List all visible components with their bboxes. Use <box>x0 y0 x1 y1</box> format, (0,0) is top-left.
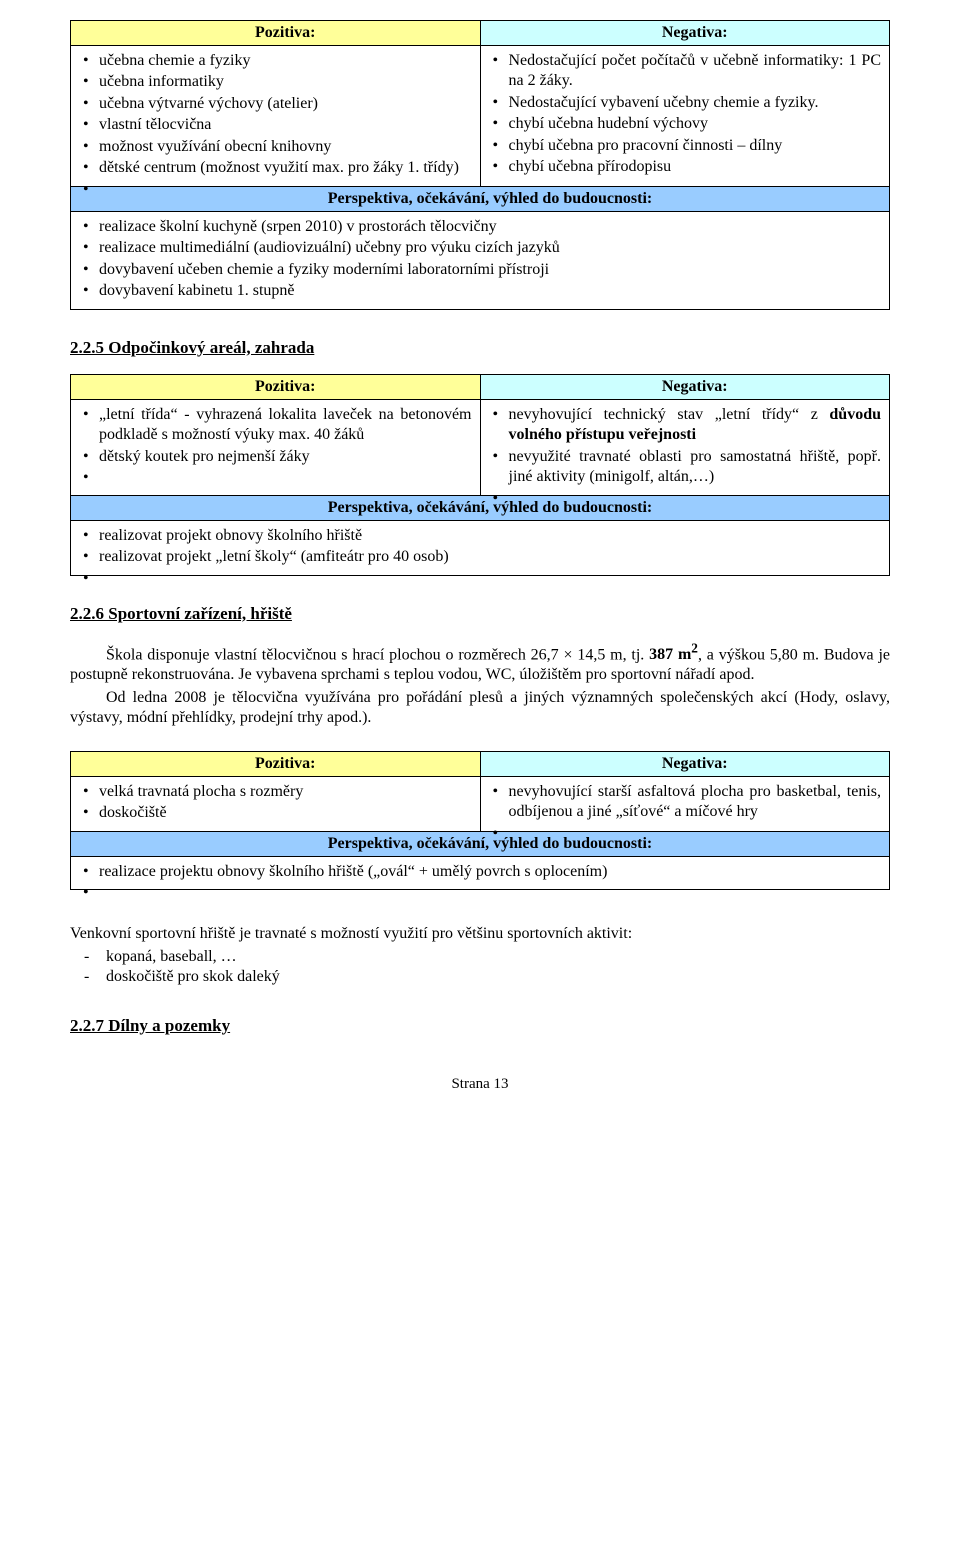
list-item: dětské centrum (možnost využití max. pro… <box>79 158 472 178</box>
pozitiva-cell: učebna chemie a fyziky učebna informatik… <box>71 46 481 187</box>
section-heading-225: 2.2.5 Odpočinkový areál, zahrada <box>70 338 890 358</box>
pozitiva-cell: velká travnatá plocha s rozměry doskočiš… <box>71 776 481 831</box>
list-item: Nedostačující počet počítačů v učebně in… <box>489 51 882 92</box>
negativa-label: Negativa: <box>662 24 728 41</box>
list-item: chybí učebna přírodopisu <box>489 157 882 177</box>
list-item: možnost využívání obecní knihovny <box>79 137 472 157</box>
swot-table-3: Pozitiva: Negativa: velká travnatá ploch… <box>70 751 890 890</box>
negativa-header: Negativa: <box>480 374 890 399</box>
list-item: dovybavení kabinetu 1. stupně <box>79 281 881 301</box>
list-item: velká travnatá plocha s rozměry <box>79 782 472 802</box>
list-item: realizace projektu obnovy školního hřišt… <box>79 862 881 882</box>
list-item: učebna chemie a fyziky <box>79 51 472 71</box>
perspektiva-cell: realizovat projekt obnovy školního hřišt… <box>71 520 890 575</box>
negativa-cell: Nedostačující počet počítačů v učebně in… <box>480 46 890 187</box>
outro-list: kopaná, baseball, … doskočiště pro skok … <box>70 947 890 989</box>
list-item: učebna informatiky <box>79 72 472 92</box>
perspektiva-label: Perspektiva, očekávání, výhled do budouc… <box>328 190 652 207</box>
list-item: realizace školní kuchyně (srpen 2010) v … <box>79 217 881 237</box>
outro-block: Venkovní sportovní hřiště je travnaté s … <box>70 924 890 988</box>
negativa-cell: nevyhovující starší asfaltová plocha pro… <box>480 776 890 831</box>
list-item: realizovat projekt „letní školy“ (amfite… <box>79 547 881 567</box>
perspektiva-list: realizovat projekt obnovy školního hřišt… <box>79 526 881 568</box>
section-heading-227: 2.2.7 Dílny a pozemky <box>70 1016 890 1036</box>
negativa-header: Negativa: <box>480 21 890 46</box>
outro-lead: Venkovní sportovní hřiště je travnaté s … <box>70 924 890 944</box>
paragraph: Škola disponuje vlastní tělocvičnou s hr… <box>70 640 890 686</box>
perspektiva-list: realizace projektu obnovy školního hřišt… <box>79 862 881 882</box>
list-item: doskočiště <box>79 803 472 823</box>
list-item: Nedostačující vybavení učebny chemie a f… <box>489 93 882 113</box>
list-item: chybí učebna pro pracovní činnosti – díl… <box>489 136 882 156</box>
list-item: chybí učebna hudební výchovy <box>489 114 882 134</box>
footer-label: Strana <box>451 1076 489 1092</box>
list-item: dětský koutek pro nejmenší žáky <box>79 447 472 467</box>
list-item: učebna výtvarné výchovy (atelier) <box>79 94 472 114</box>
paragraph: Od ledna 2008 je tělocvična využívána pr… <box>70 688 890 729</box>
list-item: realizovat projekt obnovy školního hřišt… <box>79 526 881 546</box>
perspektiva-header: Perspektiva, očekávání, výhled do budouc… <box>71 831 890 856</box>
pozitiva-label: Pozitiva: <box>255 24 315 41</box>
list-item: „letní třída“ - vyhrazená lokalita laveč… <box>79 405 472 446</box>
list-item: realizace multimediální (audiovizuální) … <box>79 238 881 258</box>
swot-table-2: Pozitiva: Negativa: „letní třída“ - vyhr… <box>70 374 890 576</box>
perspektiva-list: realizace školní kuchyně (srpen 2010) v … <box>79 217 881 302</box>
pozitiva-list: „letní třída“ - vyhrazená lokalita laveč… <box>79 405 472 467</box>
section-heading-226: 2.2.6 Sportovní zařízení, hřiště <box>70 604 890 624</box>
pozitiva-list: velká travnatá plocha s rozměry doskočiš… <box>79 782 472 824</box>
pozitiva-cell: „letní třída“ - vyhrazená lokalita laveč… <box>71 399 481 495</box>
negativa-list: Nedostačující počet počítačů v učebně in… <box>489 51 882 178</box>
pozitiva-header: Pozitiva: <box>71 751 481 776</box>
negativa-list: nevyhovující technický stav „letní třídy… <box>489 405 882 488</box>
list-item: nevyhovující starší asfaltová plocha pro… <box>489 782 882 823</box>
negativa-cell: nevyhovující technický stav „letní třídy… <box>480 399 890 495</box>
perspektiva-header: Perspektiva, očekávání, výhled do budouc… <box>71 495 890 520</box>
list-item: nevyhovující technický stav „letní třídy… <box>489 405 882 446</box>
list-item: kopaná, baseball, … <box>84 947 890 968</box>
pozitiva-list: učebna chemie a fyziky učebna informatik… <box>79 51 472 179</box>
list-item: doskočiště pro skok daleký <box>84 967 890 988</box>
pozitiva-header: Pozitiva: <box>71 21 481 46</box>
footer-page: 13 <box>494 1076 509 1092</box>
list-item: dovybavení učeben chemie a fyziky modern… <box>79 260 881 280</box>
page-footer: Strana 13 <box>70 1076 890 1093</box>
swot-table-1: Pozitiva: Negativa: učebna chemie a fyzi… <box>70 20 890 310</box>
perspektiva-cell: realizace projektu obnovy školního hřišt… <box>71 856 890 889</box>
list-item: vlastní tělocvična <box>79 115 472 135</box>
list-item: nevyužité travnaté oblasti pro samostatn… <box>489 447 882 488</box>
negativa-list: nevyhovující starší asfaltová plocha pro… <box>489 782 882 823</box>
pozitiva-header: Pozitiva: <box>71 374 481 399</box>
negativa-header: Negativa: <box>480 751 890 776</box>
perspektiva-cell: realizace školní kuchyně (srpen 2010) v … <box>71 211 890 309</box>
perspektiva-header: Perspektiva, očekávání, výhled do budouc… <box>71 186 890 211</box>
